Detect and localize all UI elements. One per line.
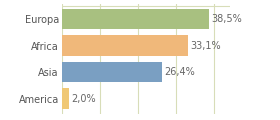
Text: 33,1%: 33,1% bbox=[190, 41, 221, 51]
Bar bbox=[62, 88, 69, 109]
Text: 38,5%: 38,5% bbox=[211, 14, 242, 24]
Bar bbox=[62, 9, 209, 29]
Text: 2,0%: 2,0% bbox=[71, 94, 96, 104]
Bar bbox=[62, 62, 162, 82]
Text: 26,4%: 26,4% bbox=[165, 67, 195, 77]
Bar bbox=[62, 35, 188, 56]
